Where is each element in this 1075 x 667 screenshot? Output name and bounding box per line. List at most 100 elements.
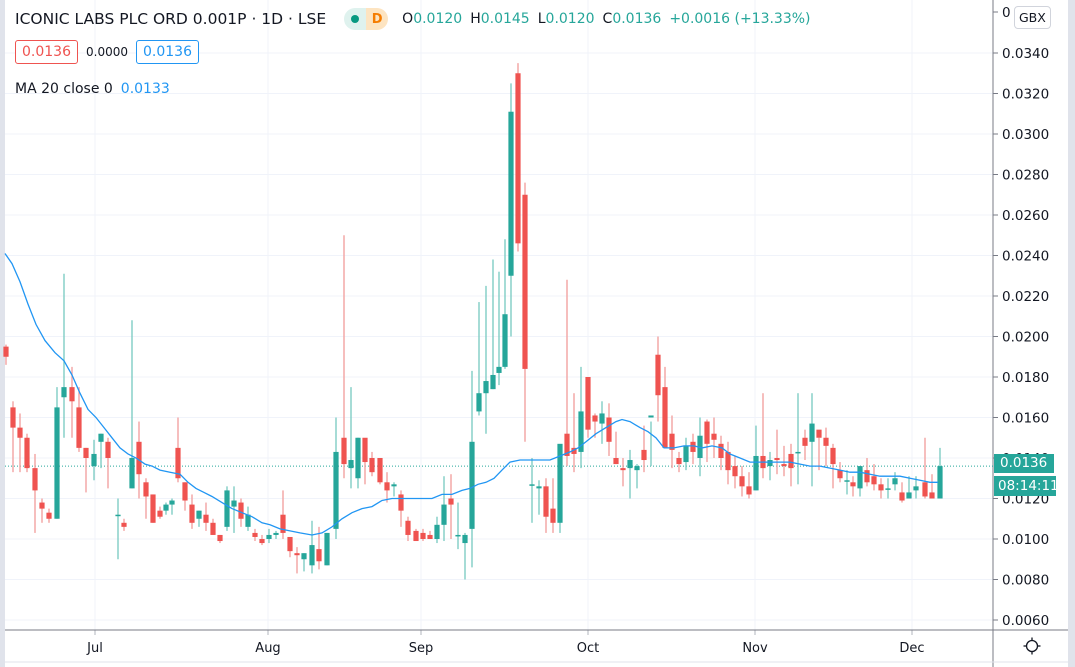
candle-body bbox=[362, 437, 368, 463]
candle-body bbox=[105, 441, 111, 458]
y-tick-label: 0.0320 bbox=[1002, 87, 1049, 103]
candle-body bbox=[163, 504, 169, 511]
candle-body bbox=[10, 407, 16, 428]
candle-body bbox=[24, 437, 30, 469]
right-panel-border bbox=[1068, 0, 1075, 667]
candle-body bbox=[816, 429, 822, 438]
candle-body bbox=[391, 484, 397, 487]
candle-body bbox=[377, 458, 383, 483]
y-tick-label: 0.0280 bbox=[1002, 168, 1049, 184]
candle-body bbox=[906, 492, 912, 499]
candle-body bbox=[564, 433, 570, 456]
sell-price-button[interactable]: 0.0136 bbox=[15, 40, 78, 64]
candle-body bbox=[231, 500, 237, 507]
market-status-pill[interactable]: D bbox=[344, 8, 389, 30]
candle-body bbox=[369, 458, 375, 473]
candle-body bbox=[802, 437, 808, 446]
candle-body bbox=[508, 111, 514, 276]
candle-body bbox=[613, 458, 619, 465]
x-tick-label: Sep bbox=[409, 641, 434, 656]
left-panel-border bbox=[0, 0, 5, 667]
candle-body bbox=[441, 504, 447, 525]
candle-body bbox=[245, 514, 251, 527]
candle-body bbox=[753, 455, 759, 491]
chart-settings-button[interactable] bbox=[1020, 634, 1044, 658]
candle-body bbox=[571, 447, 577, 454]
candle-body bbox=[502, 314, 508, 367]
candle-body bbox=[781, 464, 787, 467]
candle-body bbox=[922, 482, 928, 497]
candle-body bbox=[634, 466, 640, 471]
gear-icon bbox=[1023, 637, 1041, 655]
y-tick-label: 0.0220 bbox=[1002, 289, 1049, 305]
candle-body bbox=[210, 522, 216, 535]
candle-body bbox=[259, 539, 265, 544]
candle-body bbox=[599, 413, 605, 424]
candle-body bbox=[676, 458, 682, 465]
high-value: 0.0145 bbox=[480, 11, 530, 27]
candle-body bbox=[669, 433, 675, 450]
symbol-title[interactable]: ICONIC LABS PLC ORD 0.001P · 1D · LSE bbox=[15, 10, 327, 28]
spread-value: 0.0000 bbox=[86, 45, 128, 59]
candle-body bbox=[129, 458, 135, 489]
candle-body bbox=[683, 445, 689, 463]
candle-body bbox=[61, 387, 67, 398]
candle-body bbox=[252, 532, 258, 537]
candle-body bbox=[398, 494, 404, 511]
candle-body bbox=[620, 468, 626, 471]
y-tick-label: 0.0060 bbox=[1002, 613, 1049, 629]
candle-body bbox=[427, 534, 433, 539]
candle-body bbox=[355, 437, 361, 479]
low-value: 0.0120 bbox=[545, 11, 595, 27]
candle-body bbox=[405, 520, 411, 535]
candle-body bbox=[732, 466, 738, 477]
candle-body bbox=[767, 460, 773, 467]
current-price-label: 0.0136 bbox=[994, 454, 1054, 473]
candle-body bbox=[515, 73, 521, 244]
candle-body bbox=[455, 534, 461, 537]
candle-body bbox=[91, 453, 97, 467]
ma-indicator-value: 0.0133 bbox=[120, 81, 170, 97]
candle-body bbox=[795, 451, 801, 454]
candle-body bbox=[857, 466, 863, 489]
y-tick-label: 0.0300 bbox=[1002, 127, 1049, 143]
candle-body bbox=[550, 508, 556, 523]
candle-body bbox=[469, 441, 475, 529]
candle-body bbox=[413, 530, 419, 542]
candle-body bbox=[490, 374, 496, 390]
buy-price-button[interactable]: 0.0136 bbox=[136, 40, 199, 64]
candle-body bbox=[496, 366, 502, 373]
ma-indicator-legend[interactable]: MA 20 close 0 0.0133 bbox=[15, 81, 170, 97]
candle-body bbox=[462, 534, 468, 544]
candle-body bbox=[809, 423, 815, 442]
ma-20-line bbox=[4, 253, 938, 536]
candle-body bbox=[384, 482, 390, 491]
candle-body bbox=[136, 441, 142, 475]
candle-body bbox=[592, 415, 598, 422]
candle-body bbox=[203, 514, 209, 523]
candle-body bbox=[850, 482, 856, 487]
candle-body bbox=[266, 534, 272, 539]
open-value: 0.0120 bbox=[413, 11, 463, 27]
candle-body bbox=[885, 488, 891, 490]
candle-body bbox=[578, 411, 584, 452]
candle-body bbox=[280, 514, 286, 533]
ma-indicator-label: MA 20 close 0 bbox=[15, 81, 113, 97]
candle-body bbox=[725, 451, 731, 471]
y-tick-label: 0.0340 bbox=[1002, 46, 1049, 62]
candle-body bbox=[76, 407, 82, 448]
candle-body bbox=[287, 536, 293, 552]
y-tick-label-partial: 0 bbox=[1002, 5, 1011, 21]
candle-body bbox=[224, 490, 230, 527]
x-tick-label: Nov bbox=[742, 641, 768, 656]
candle-body bbox=[718, 443, 724, 458]
candle-body bbox=[324, 532, 330, 566]
candle-body bbox=[823, 437, 829, 446]
currency-button[interactable]: GBX bbox=[1014, 6, 1051, 29]
candle-body bbox=[641, 449, 647, 461]
candle-body bbox=[830, 447, 836, 465]
candle-body bbox=[899, 492, 905, 501]
candle-body bbox=[83, 447, 89, 458]
candle-body bbox=[739, 476, 745, 487]
